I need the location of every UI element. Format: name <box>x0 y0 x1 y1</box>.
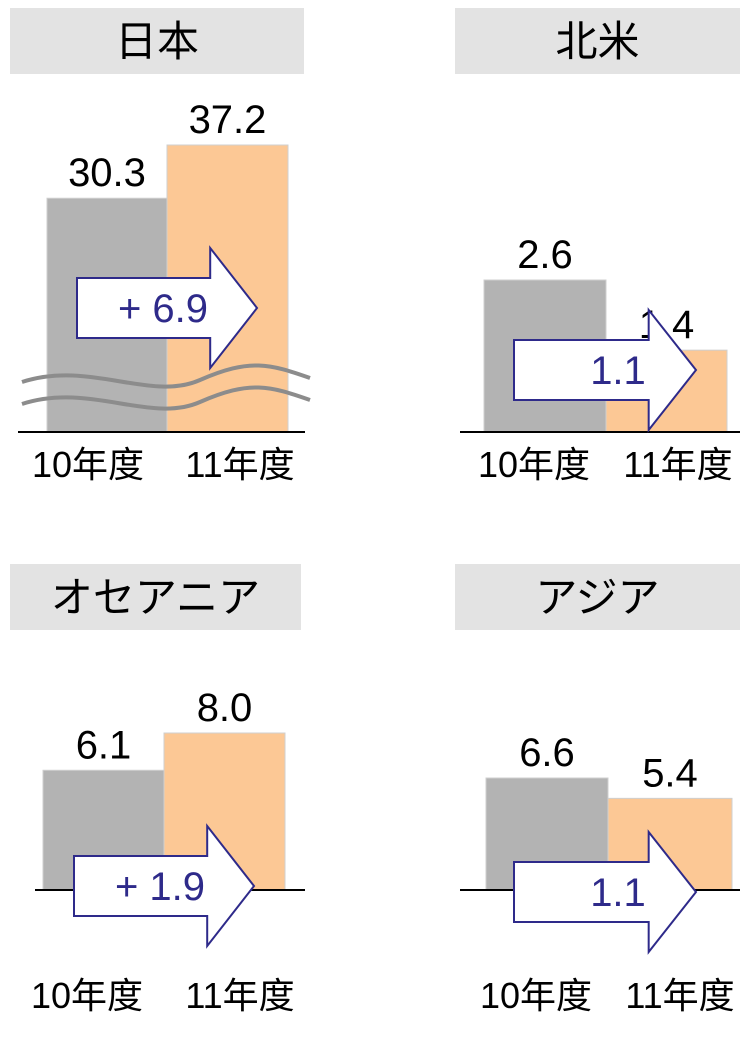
category-label: 10年度 <box>31 975 143 1016</box>
change-label: 1.1 <box>590 349 646 393</box>
change-label: + 1.9 <box>115 865 205 909</box>
region-title: 日本 <box>115 18 199 65</box>
change-arrow-icon <box>513 829 698 955</box>
region-title: アジア <box>535 574 659 621</box>
axis-break-line <box>21 385 311 411</box>
chart-panel-1: 日本 30.3 37.2 10年度 11年度 + 6.9 <box>10 8 311 485</box>
bar-value-label: 37.2 <box>189 98 267 142</box>
region-title-box <box>455 8 740 74</box>
region-title-box <box>10 564 301 630</box>
category-label: 10年度 <box>32 444 144 485</box>
bar-value-label: 6.1 <box>76 723 132 767</box>
category-label: 10年度 <box>480 975 592 1016</box>
bar-value-label: 8.0 <box>197 686 253 730</box>
bar-value-label: 5.4 <box>642 751 698 795</box>
change-label: + 6.9 <box>118 287 208 331</box>
bar-value-label: 6.6 <box>519 731 575 775</box>
bar-value-label: 2.6 <box>517 233 573 277</box>
category-label: 11年度 <box>185 975 294 1016</box>
category-label: 11年度 <box>185 444 294 485</box>
region-title: 北米 <box>555 18 639 65</box>
category-label: 11年度 <box>623 444 732 485</box>
change-arrow-icon <box>73 823 256 949</box>
bar-value-label: 30.3 <box>68 151 146 195</box>
chart-panel-3: オセアニア 6.1 8.0 10年度 11年度 + 1.9 <box>10 564 305 1016</box>
change-arrow-icon <box>513 307 698 433</box>
category-label: 10年度 <box>478 444 590 485</box>
region-title-box <box>10 8 304 74</box>
chart-panel-4: アジア 6.6 5.4 10年度 11年度 1.1 <box>455 564 740 1016</box>
region-title-box <box>455 564 740 630</box>
change-label: 1.1 <box>590 871 646 915</box>
axis-break-line <box>21 363 311 389</box>
category-label: 11年度 <box>625 975 734 1016</box>
change-arrow-icon <box>76 245 259 371</box>
region-title: オセアニア <box>51 574 260 621</box>
